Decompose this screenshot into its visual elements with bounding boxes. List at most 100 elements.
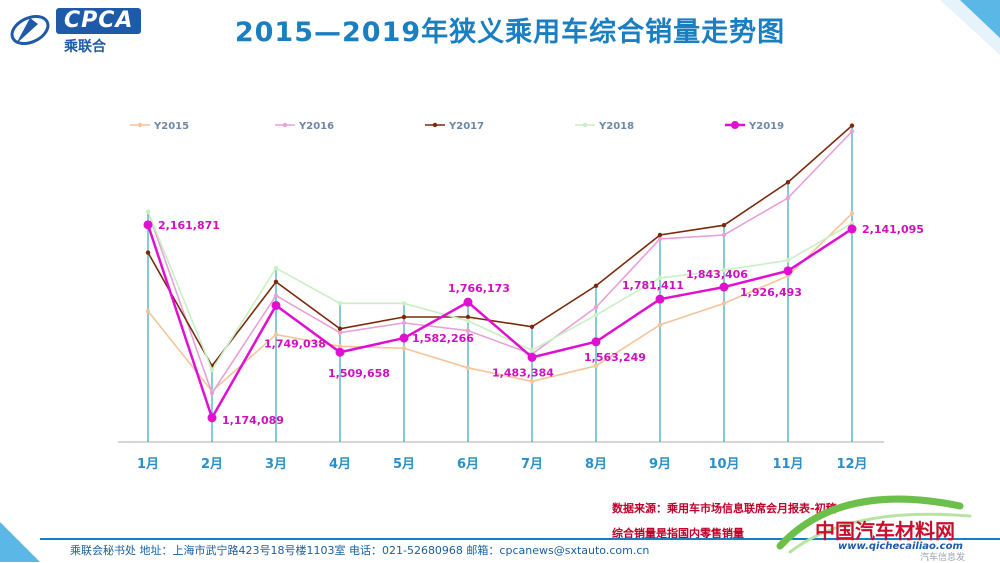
data-label-5: 1,582,266 <box>412 332 474 345</box>
x-tick-label-12: 12月 <box>836 457 867 472</box>
point-y2018-5 <box>401 301 407 306</box>
data-label-6: 1,766,173 <box>448 282 510 295</box>
header: CPCA 乘联合 2015—2019年狭义乘用车综合销量走势图 <box>0 0 1000 60</box>
series-line-y2017 <box>147 125 853 368</box>
point-y2019-10 <box>719 282 729 292</box>
point-y2016-4 <box>337 330 343 335</box>
corner-decoration-top-right <box>940 0 1000 55</box>
point-y2015-5 <box>401 346 407 351</box>
data-label-2: 1,174,089 <box>222 414 284 427</box>
point-y2015-1 <box>145 308 151 314</box>
legend-label-y2017: Y2017 <box>448 121 484 132</box>
point-y2018-4 <box>337 301 343 306</box>
point-y2017-10 <box>721 223 727 228</box>
series-line-y2016 <box>147 130 853 395</box>
point-y2015-7 <box>529 379 535 384</box>
cpca-logo-mark-icon <box>10 14 50 46</box>
series-line-y2019 <box>146 224 853 421</box>
point-y2015-6 <box>465 365 471 370</box>
point-y2019-3 <box>271 300 281 310</box>
data-source: 数据来源：乘用车市场信息联席会月报表-初稿 <box>612 502 837 515</box>
point-y2015-10 <box>721 301 727 306</box>
point-y2015-12 <box>849 211 855 216</box>
point-y2019-7 <box>527 352 537 362</box>
point-y2018-3 <box>273 265 279 271</box>
point-y2017-7 <box>529 324 535 329</box>
point-y2015-9 <box>657 322 663 328</box>
cpca-logo: CPCA 乘联合 <box>4 4 154 55</box>
x-tick-label-8: 8月 <box>585 457 607 472</box>
point-y2019-5 <box>399 333 409 343</box>
x-tick-label-5: 5月 <box>393 457 415 472</box>
point-y2019-2 <box>207 413 217 423</box>
corner-decoration-bottom-left <box>0 522 40 562</box>
point-y2018-1 <box>145 209 151 214</box>
point-y2017-1 <box>145 250 151 255</box>
legend-marker-y2015 <box>137 122 143 128</box>
logo-subtext: 乘联合 <box>64 39 106 55</box>
logo-text: CPCA <box>56 8 142 34</box>
x-tick-label-2: 2月 <box>201 457 223 472</box>
data-label-1: 2,161,871 <box>158 219 220 232</box>
x-tick-label-1: 1月 <box>137 457 159 472</box>
point-y2019-11 <box>783 266 793 276</box>
point-y2016-8 <box>593 305 599 310</box>
point-y2018-9 <box>657 275 663 281</box>
point-y2019-1 <box>143 220 153 230</box>
x-tick-label-11: 11月 <box>772 457 803 472</box>
point-y2016-9 <box>657 236 663 242</box>
point-y2019-9 <box>655 294 665 304</box>
point-y2019-8 <box>591 337 601 347</box>
watermark-swoosh <box>776 495 972 554</box>
data-label-7: 1,483,384 <box>492 366 554 379</box>
legend-label-y2016: Y2016 <box>298 121 334 132</box>
point-y2019-4 <box>335 347 345 357</box>
point-y2015-3 <box>273 332 279 337</box>
footer-contact: 乘联会秘书处 地址：上海市武宁路423号18号楼1103室 电话：021-526… <box>70 544 650 557</box>
data-note: 综合销量是指国内零售销量 <box>612 527 744 540</box>
point-y2016-11 <box>785 195 791 201</box>
page-title: 2015—2019年狭义乘用车综合销量走势图 <box>234 17 786 48</box>
point-y2018-2 <box>209 367 215 372</box>
point-y2018-6 <box>465 318 471 324</box>
legend-marker-y2016 <box>282 122 288 128</box>
watermark-text: 中国汽车材料网 <box>815 519 955 543</box>
point-y2016-12 <box>849 129 855 134</box>
x-tick-label-6: 6月 <box>457 457 479 472</box>
point-y2016-6 <box>465 328 471 333</box>
x-tick-label-10: 10月 <box>708 457 739 472</box>
legend-marker-y2019 <box>731 121 739 129</box>
point-y2017-8 <box>593 283 599 288</box>
data-label-3: 1,749,038 <box>264 337 326 350</box>
data-label-9: 1,781,411 <box>622 279 684 292</box>
point-y2015-8 <box>593 363 599 369</box>
point-y2017-6 <box>465 314 471 320</box>
data-label-4: 1,509,658 <box>328 367 390 380</box>
point-y2017-12 <box>849 123 855 128</box>
point-y2018-8 <box>593 312 599 318</box>
x-tick-label-4: 4月 <box>329 457 351 472</box>
data-label-10: 1,843,406 <box>686 268 748 281</box>
point-y2017-4 <box>337 326 343 331</box>
x-tick-label-7: 7月 <box>521 457 543 472</box>
point-y2018-12 <box>849 221 855 226</box>
series-line-y2015 <box>147 212 853 393</box>
point-y2019-6 <box>463 297 473 307</box>
point-y2018-10 <box>721 267 727 273</box>
legend-marker-y2018 <box>582 122 588 128</box>
point-y2018-7 <box>529 348 535 353</box>
data-label-8: 1,563,249 <box>584 351 646 364</box>
legend-label-y2018: Y2018 <box>598 121 634 132</box>
legend-label-y2015: Y2015 <box>153 121 189 132</box>
footer-divider <box>40 538 1000 540</box>
point-y2015-4 <box>337 344 343 349</box>
x-tick-label-3: 3月 <box>265 457 287 472</box>
data-label-11: 1,926,493 <box>740 286 802 299</box>
point-y2017-11 <box>785 180 791 185</box>
data-label-12: 2,141,095 <box>862 223 924 236</box>
point-y2018-11 <box>785 258 791 263</box>
sales-line-chart: 1月 2月 3月 4月 5月 6月 7月 8月 9月 10月 11月 12月 Y2015 Y2016 Y20… <box>118 121 924 472</box>
legend-marker-y2017 <box>432 122 438 128</box>
point-y2016-3 <box>273 293 279 298</box>
watermark-sub: 汽车信息发 <box>920 553 966 563</box>
